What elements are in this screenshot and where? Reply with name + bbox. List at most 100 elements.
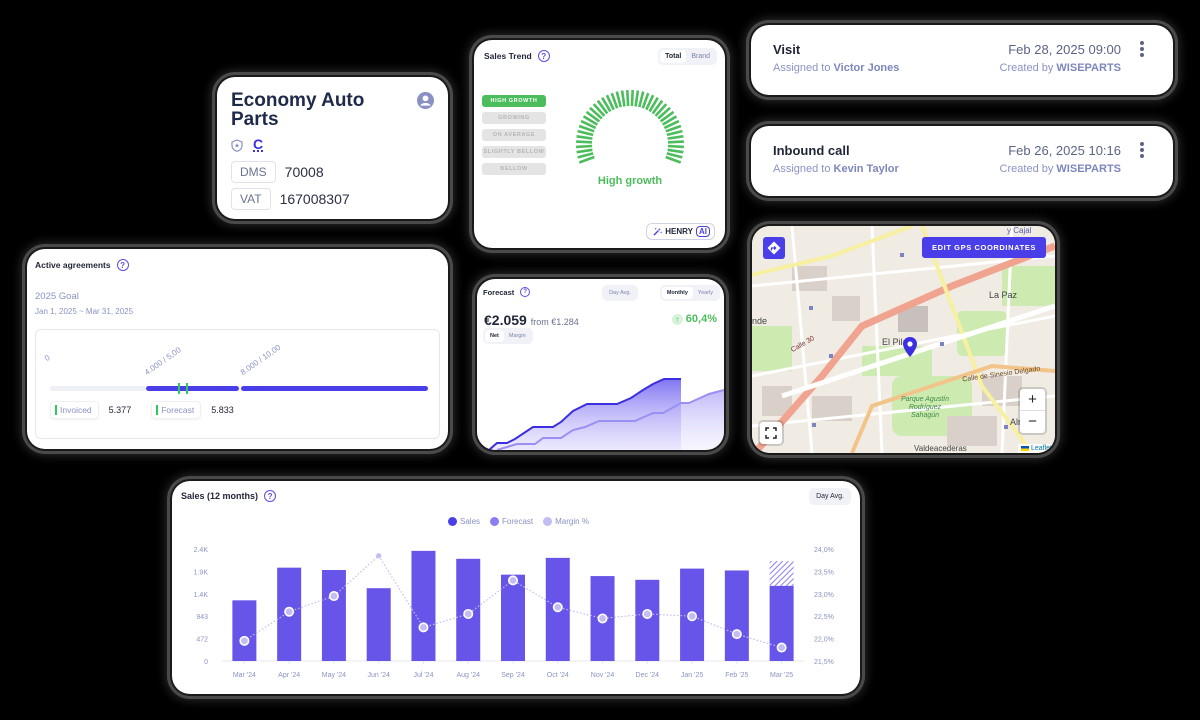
activity-assignee: Assigned to Kevin Taylor — [773, 163, 899, 175]
level-on-average: ON AVERAGE — [482, 129, 546, 141]
tick-8000: 8.000 / 10,00 — [238, 342, 283, 377]
invoiced-value: 5.377 — [108, 405, 132, 415]
net-margin-toggle: Net Margin — [483, 328, 533, 344]
sales-12-months-card: 0 472 943 1.4K 1.9K 2.4K 21,5% 22,0% 22,5% 23,0% 2… — [172, 481, 860, 694]
svg-text:1.4K: 1.4K — [194, 592, 209, 599]
level-high-growth: HIGH GROWTH — [482, 95, 546, 107]
tick-4000: 4.000 / 5,00 — [142, 345, 183, 377]
location-map[interactable]: La Paz El Pilar Calle 30 Calle de Sinesi… — [752, 226, 1055, 453]
dms-value: 70008 — [284, 164, 324, 180]
forecast-value: €2.059 from €1.284 — [484, 312, 579, 328]
level-slightly-bellow: SLIGHTLY BELLOW — [482, 146, 546, 158]
flag-icon — [1020, 446, 1029, 451]
activity-creator: Created by WISEPARTS — [999, 62, 1121, 74]
forecast-change: ↑ 60,4% — [671, 313, 717, 325]
svg-text:1.9K: 1.9K — [194, 569, 209, 576]
agreements-title: Active agreements — [35, 260, 111, 270]
map-label-cajal: y Cajal — [1007, 226, 1032, 235]
svg-text:Aug '24: Aug '24 — [456, 672, 480, 679]
company-name: Economy Auto Parts — [231, 90, 365, 130]
activity-card-inbound-call[interactable]: Inbound call Feb 26, 2025 10:16 Assigned … — [751, 126, 1173, 196]
goal-title: 2025 Goal — [35, 291, 79, 302]
svg-text:943: 943 — [196, 614, 208, 621]
forecast-marker — [186, 383, 188, 394]
activity-date: Feb 26, 2025 10:16 — [1008, 143, 1121, 158]
help-icon[interactable]: ? — [537, 50, 550, 62]
edit-gps-coordinates-button[interactable]: EDIT GPS COORDINATES — [922, 237, 1046, 258]
svg-text:Jul '24: Jul '24 — [413, 672, 433, 679]
more-options-icon[interactable] — [1139, 142, 1145, 158]
magic-wand-icon — [653, 227, 663, 236]
activity-creator: Created by WISEPARTS — [999, 163, 1121, 175]
help-icon[interactable]: ? — [520, 287, 531, 297]
henry-label: HENRY — [665, 227, 693, 236]
user-icon[interactable] — [417, 92, 434, 109]
activity-title: Inbound call — [773, 143, 850, 158]
fullscreen-button[interactable] — [760, 422, 782, 444]
fullscreen-icon — [765, 427, 777, 439]
sales-title: Sales (12 months) — [181, 491, 259, 501]
sales-trend-card: Sales Trend? Total Brand HIGH GROWTH GRO… — [474, 40, 725, 248]
activity-card-visit[interactable]: Visit Feb 28, 2025 09:00 Assigned to Vict… — [751, 25, 1173, 95]
svg-text:2.4K: 2.4K — [194, 547, 209, 554]
tab-yearly[interactable]: Yearly — [697, 290, 713, 296]
henry-ai-button[interactable]: HENRY AI — [646, 223, 715, 240]
svg-text:Oct '24: Oct '24 — [547, 672, 569, 679]
zoom-in-button[interactable]: + — [1020, 389, 1045, 411]
vat-label: VAT — [231, 188, 271, 210]
day-avg-button[interactable]: Day Avg. — [602, 285, 638, 301]
svg-text:Nov '24: Nov '24 — [591, 672, 615, 679]
legend-forecast[interactable]: Forecast — [490, 517, 533, 526]
tab-net[interactable]: Net — [485, 330, 504, 342]
svg-text:23,0%: 23,0% — [814, 592, 834, 599]
progress-segment-1 — [146, 386, 239, 391]
map-label-park: Parque Agustín Rodríguez Sahagún — [901, 396, 949, 419]
legend-margin[interactable]: Margin % — [543, 517, 589, 526]
svg-text:22,0%: 22,0% — [814, 637, 834, 644]
dms-label: DMS — [231, 161, 276, 183]
company-card: Economy Auto Parts C DMS 70008 VAT 16700… — [217, 77, 448, 219]
forecast-value: 5.833 — [211, 405, 234, 415]
map-attribution[interactable]: Leaflet — [1017, 444, 1055, 453]
activity-title: Visit — [773, 42, 801, 57]
svg-text:472: 472 — [196, 637, 208, 644]
tab-brand[interactable]: Brand — [691, 53, 710, 60]
more-options-icon[interactable] — [1139, 41, 1145, 57]
map-tiles[interactable] — [752, 226, 1055, 453]
svg-text:21,5%: 21,5% — [814, 659, 834, 666]
day-avg-button[interactable]: Day Avg. — [809, 488, 851, 505]
invoiced-chip: Invoiced — [50, 401, 99, 419]
tab-total[interactable]: Total — [660, 50, 687, 63]
directions-icon — [767, 241, 781, 255]
active-agreements-card: Active agreements? 2025 Goal Jan 1, 2025… — [27, 249, 448, 449]
sales-trend-title: Sales Trend — [484, 51, 532, 61]
progress-track-empty — [50, 386, 146, 391]
svg-text:Mar '24: Mar '24 — [233, 672, 256, 679]
goal-range: Jan 1, 2025 ~ Mar 31, 2025 — [35, 307, 134, 316]
sales-bar-chart[interactable]: 0 472 943 1.4K 1.9K 2.4K 21,5% 22,0% 22,5% 23,0% 2… — [172, 481, 860, 694]
tab-margin[interactable]: Margin — [508, 333, 526, 339]
chart-legend: Sales Forecast Margin % — [448, 517, 589, 526]
level-bellow: BELLOW — [482, 163, 546, 175]
help-icon[interactable]: ? — [116, 259, 129, 271]
location-pin-icon[interactable] — [903, 337, 917, 357]
arrow-up-icon: ↑ — [671, 313, 683, 325]
trend-levels: HIGH GROWTH GROWING ON AVERAGE SLIGHTLY … — [482, 95, 546, 180]
trend-gauge — [576, 90, 684, 164]
svg-text:24,0%: 24,0% — [814, 547, 834, 554]
forecast-area-chart — [488, 378, 724, 450]
classification-badge[interactable]: C — [253, 136, 264, 152]
tab-monthly[interactable]: Monthly — [661, 287, 693, 299]
shield-star-icon — [231, 138, 243, 152]
help-icon[interactable]: ? — [264, 490, 277, 502]
zoom-out-button[interactable]: − — [1028, 413, 1037, 430]
directions-button[interactable] — [763, 237, 785, 259]
map-label-valdeacederas: Valdeacederas — [914, 444, 967, 453]
map-label-nde: nde — [752, 316, 768, 326]
forecast-chip: Forecast — [151, 401, 202, 419]
gauge-label: High growth — [597, 175, 663, 187]
svg-text:Apr '24: Apr '24 — [278, 672, 300, 679]
map-label-la-paz: La Paz — [989, 290, 1018, 300]
forecast-from: from €1.284 — [530, 317, 579, 327]
legend-sales[interactable]: Sales — [448, 517, 480, 526]
